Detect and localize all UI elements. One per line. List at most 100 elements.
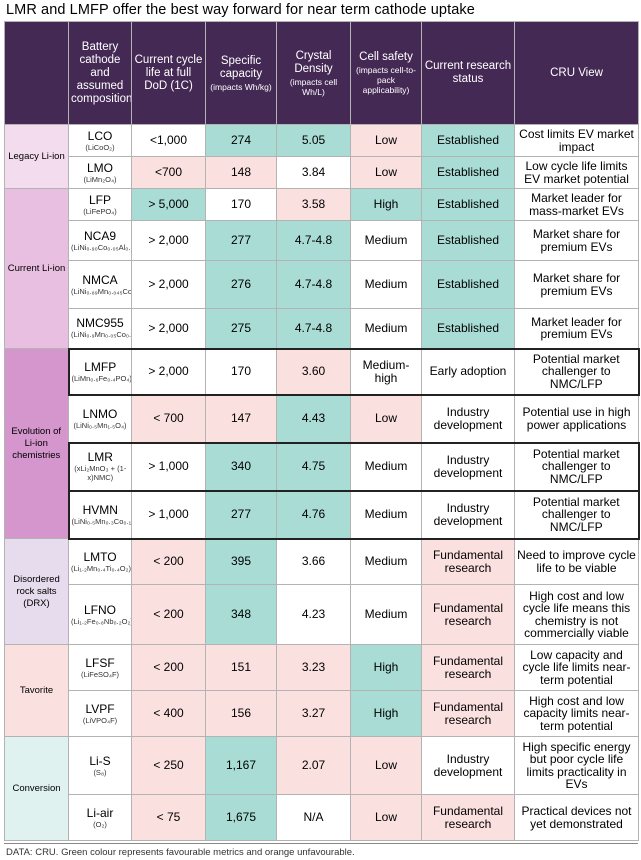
cathode-name: LFNO [83,602,116,617]
specific-capacity-cell: 348 [205,584,277,645]
footer-divider [4,843,638,844]
crystal-density-cell: 3.58 [276,188,351,221]
research-status-cell: Fundamental research [421,794,515,841]
table-row: NMCA(LiNi₀.₈₉Mn₀.₀₄₅Co₀.₀₄₅Al₀.₀₁O₂)> 2,… [5,260,639,309]
cathode-comparison-table: Battery cathode and assumed composition … [4,21,640,841]
header-cell-safety: Cell safety (impacts cell-to-pack applica… [350,21,422,125]
cru-view-cell: Potential market challenger to NMC/LFP [514,441,640,492]
research-status-cell: Fundamental research [421,538,515,585]
specific-capacity-cell: 148 [205,156,277,189]
table-row: Li-air (O₂) < 75 1,675 N/A Low Fundamental res… [5,794,639,841]
specific-capacity-cell: 277 [205,489,277,540]
page-title: LMR and LMFP offer the best way forward … [6,2,475,18]
table-row: LMR (xLi₂MnO₃ + (1-x)NMC) > 1,000 340 4.75 Me… [5,441,640,492]
cathode-cell: LFNO (Li₁.₂Fe₀.₈Nb₀.₂O₂) [68,584,132,645]
cathode-cell: NMC955(LiNi₀.₉Mn₀.₀₅Co₀.₀₅O₂) [68,308,132,349]
table-row: Legacy Li-ion LCO (LiCoO₂) <1,000 274 5.05 Low… [4,124,639,189]
cathode-formula: (O₂) [93,819,107,829]
cathode-cell: NCA9(LiNi₀.₉₀Co₀.₀₅Al₀.₀₅O₂) [68,220,132,261]
cathode-formula: (LiNi₀.₅Mn₁.₅O₄) [73,420,127,430]
header-cru-view: CRU View [514,21,639,125]
specific-capacity-cell: 274 [205,124,277,157]
cycle-life-cell: > 2,000 [131,260,206,309]
cell-safety-cell: High [350,188,422,221]
crystal-density-cell: 3.27 [276,690,351,737]
cycle-life-cell: <1,000 [131,124,206,157]
crystal-density-cell: 4.75 [276,441,351,492]
table-row: LNMO (LiNi₀.₅Mn₁.₅O₄) < 700 147 4.43 Low Indus… [5,394,639,443]
cell-safety-cell: High [350,690,422,737]
cru-view-cell: Need to improve cycle life to be viable [514,538,639,585]
crystal-density-cell: 4.76 [276,489,351,540]
research-status-cell: Industry development [421,489,515,540]
header-cycle-life: Current cycle life at full DoD (1C) [131,21,206,125]
header-cathode: Battery cathode and assumed composition [68,21,132,125]
cycle-life-cell: < 200 [131,584,206,645]
cathode-formula: (LiFePO₄) [83,206,117,216]
cycle-life-cell: > 5,000 [131,188,206,221]
cell-safety-cell: Low [350,394,422,443]
table-row: LVPF (LiVPO₄F) < 400 156 3.27 High Fundamental… [5,690,639,737]
cathode-name: LCO [87,128,113,143]
cycle-life-cell: < 75 [131,794,206,841]
cathode-cell: Li-S (S₈) [68,736,132,795]
cell-safety-cell: Medium [350,584,422,645]
cathode-name: LNMO [82,406,118,421]
crystal-density-cell: 3.84 [276,156,351,189]
table-row: Current Li-ion LFP (LiFePO₄) > 5,000 170 3.58… [4,188,639,349]
cycle-life-cell: <700 [131,156,206,189]
cru-view-cell: Potential market challenger to NMC/LFP [514,347,640,396]
cathode-formula: (S₈) [93,767,107,777]
cathode-name: LMR [87,450,113,464]
group-label: Evolution of Li-ion chemistries [4,348,69,539]
crystal-density-cell: 4.23 [276,584,351,645]
crystal-density-cell: N/A [276,794,351,841]
table-row: Tavorite LFSF (LiFeSO₄F) < 200 151 3.23 High Fu… [4,644,639,737]
specific-capacity-cell: 340 [205,441,277,492]
cycle-life-cell: < 250 [131,736,206,795]
specific-capacity-cell: 156 [205,690,277,737]
cathode-name: Li-air [86,805,114,820]
group-label: Conversion [4,736,69,841]
cathode-cell: NMCA(LiNi₀.₈₉Mn₀.₀₄₅Co₀.₀₄₅Al₀.₀₁O₂) [68,260,132,309]
group-label: Legacy Li-ion [4,124,69,189]
cathode-cell: HVMN(LiNi₀.₅Mn₀.₃Co₀.₁O₂) [67,489,132,540]
cell-safety-cell: Medium [350,441,422,492]
cru-view-cell: Market leader for premium EVs [514,308,639,349]
cathode-formula: (LiFeSO₄F) [80,669,120,679]
research-status-cell: Fundamental research [421,690,515,737]
crystal-density-cell: 2.07 [276,736,351,795]
research-status-cell: Fundamental research [421,584,515,645]
cathode-formula: (LiNi₀.₅Mn₀.₃Co₀.₁O₂) [71,516,132,526]
cathode-cell: LVPF (LiVPO₄F) [68,690,132,737]
specific-capacity-cell: 151 [205,644,277,691]
cathode-formula: (LiNi₀.₉₀Co₀.₀₅Al₀.₀₅O₂) [71,242,131,252]
crystal-density-cell: 4.7-4.8 [276,220,351,261]
cathode-cell: LMFP (LiMn₀.₆Fe₀.₄PO₄) [67,347,132,396]
cathode-cell: Li-air (O₂) [68,794,132,841]
cru-view-cell: Market leader for mass-market EVs [514,188,639,221]
group-label: Current Li-ion [4,188,69,349]
table-row: HVMN(LiNi₀.₅Mn₀.₃Co₀.₁O₂)> 1,0002774.76M… [5,489,640,540]
header-research-status: Current research status [421,21,515,125]
cru-view-cell: Cost limits EV market impact [514,124,639,157]
cru-view-cell: Market share for premium EVs [514,220,639,261]
cycle-life-cell: > 1,000 [131,489,206,540]
table-row: Conversion Li-S (S₈) < 250 1,167 2.07 Low Indus… [4,736,639,841]
crystal-density-cell: 3.23 [276,644,351,691]
crystal-density-cell: 3.60 [276,347,351,396]
cycle-life-cell: > 2,000 [131,220,206,261]
research-status-cell: Early adoption [421,347,515,396]
group-label: Tavorite [4,644,69,737]
research-status-cell: Industry development [421,394,515,443]
cru-view-cell: Potential use in high power applications [514,394,639,443]
cycle-life-cell: < 700 [131,394,206,443]
cathode-cell: LMO (LiMn₂O₄) [68,156,132,189]
table-row: NCA9(LiNi₀.₉₀Co₀.₀₅Al₀.₀₅O₂)> 2,0002774.… [5,220,639,261]
cathode-formula: (LiNi₀.₈₉Mn₀.₀₄₅Co₀.₀₄₅Al₀.₀₁O₂) [71,286,132,296]
cathode-cell: LFSF (LiFeSO₄F) [68,644,132,691]
specific-capacity-cell: 1,167 [205,736,277,795]
cru-view-cell: Practical devices not yet demonstrated [514,794,639,841]
cathode-name: LMO [86,160,113,175]
cathode-formula: (xLi₂MnO₃ + (1-x)NMC) [74,464,127,482]
